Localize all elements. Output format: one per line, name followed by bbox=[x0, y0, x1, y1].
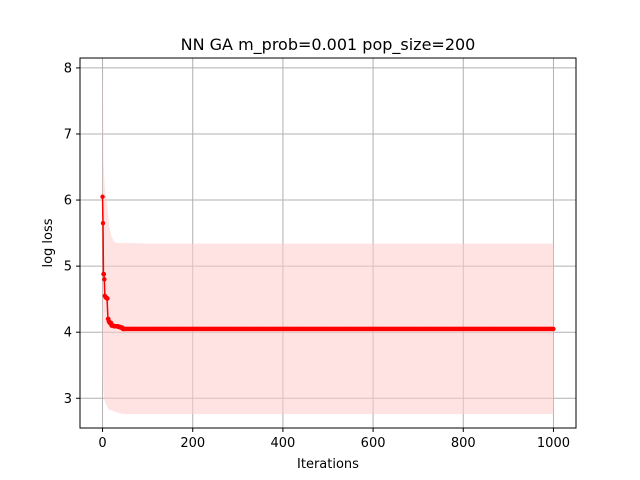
y-tick-label: 8 bbox=[64, 61, 72, 76]
chart-title: NN GA m_prob=0.001 pop_size=200 bbox=[181, 35, 476, 55]
plot-frame bbox=[79, 57, 577, 429]
x-tick-label: 800 bbox=[451, 436, 476, 451]
x-tick-label: 600 bbox=[361, 436, 386, 451]
y-axis-label: log loss bbox=[41, 218, 56, 267]
data-point bbox=[551, 326, 556, 332]
y-tick-label: 3 bbox=[64, 392, 72, 407]
data-point bbox=[105, 296, 110, 301]
data-point bbox=[100, 194, 105, 199]
y-tick-label: 6 bbox=[64, 194, 72, 209]
x-tick-label: 400 bbox=[270, 436, 295, 451]
data-point bbox=[101, 271, 107, 277]
data-point bbox=[102, 277, 107, 282]
y-axis-ticks: 3 4 5 6 7 8 bbox=[64, 61, 80, 407]
x-tick-label: 200 bbox=[180, 436, 205, 451]
x-axis-label: Iterations bbox=[297, 457, 359, 472]
y-tick-label: 5 bbox=[64, 260, 72, 275]
x-tick-label: 0 bbox=[98, 436, 106, 451]
y-tick-label: 4 bbox=[64, 326, 72, 341]
y-tick-label: 7 bbox=[64, 127, 72, 142]
series-points bbox=[100, 194, 556, 332]
data-point bbox=[100, 220, 106, 226]
x-axis-ticks: 0 200 400 600 800 1000 bbox=[98, 428, 570, 451]
x-tick-label: 1000 bbox=[537, 436, 570, 451]
